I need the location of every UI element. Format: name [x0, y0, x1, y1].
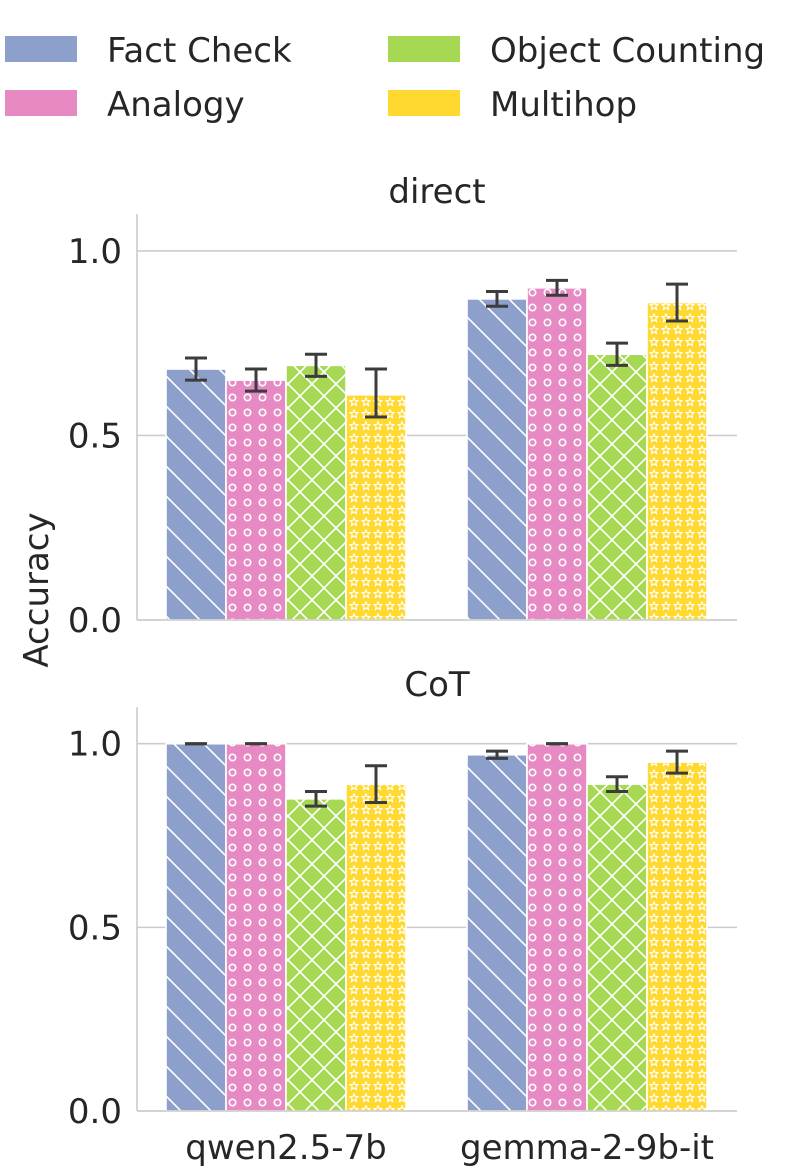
y-axis-label: Accuracy — [17, 512, 57, 667]
bar-hatch — [166, 369, 226, 620]
bar-hatch — [286, 798, 346, 1111]
legend-label: Fact Check — [107, 31, 292, 71]
y-tick-label: 0.5 — [68, 416, 122, 456]
y-tick-label: 1.0 — [68, 725, 122, 765]
bar-hatch — [346, 784, 406, 1111]
legend: Fact Check Object Counting Analogy Multi… — [5, 31, 765, 125]
chart-panel-direct: direct 0.0 0.5 1.0 — [68, 172, 737, 641]
bar-hatch — [527, 287, 587, 620]
bar-hatch — [467, 754, 527, 1111]
y-tick-label: 0.0 — [68, 1092, 122, 1132]
legend-item: Fact Check — [5, 31, 292, 71]
bars — [165, 742, 708, 1112]
bars — [165, 287, 708, 621]
bar-hatch — [346, 394, 406, 620]
y-tick-labels: 0.0 0.5 1.0 — [68, 725, 122, 1132]
legend-item: Analogy — [5, 85, 245, 125]
bar-hatch — [527, 743, 587, 1111]
legend-swatch-analogy — [5, 90, 77, 116]
bar-hatch — [587, 354, 647, 620]
x-tick-label: qwen2.5-7b — [185, 1128, 386, 1168]
bar-hatch — [587, 784, 647, 1111]
bar-hatch — [226, 380, 286, 620]
y-tick-label: 1.0 — [68, 232, 122, 272]
bar-hatch — [647, 762, 707, 1111]
bar-hatch — [467, 298, 527, 620]
error-bars — [185, 278, 688, 419]
panel-title: CoT — [404, 665, 470, 705]
panel-title: direct — [388, 172, 485, 212]
legend-item: Object Counting — [388, 31, 765, 71]
x-tick-label: gemma-2-9b-it — [460, 1128, 714, 1168]
legend-label: Analogy — [107, 85, 245, 125]
bar-hatch — [226, 743, 286, 1111]
legend-label: Multihop — [490, 85, 637, 125]
error-bars — [185, 742, 688, 808]
legend-swatch-fact-check — [5, 36, 77, 62]
legend-label: Object Counting — [490, 31, 765, 71]
bar-hatch — [166, 743, 226, 1111]
chart-panel-cot: CoT 0.0 0.5 1.0 — [68, 665, 737, 1132]
bar-hatch — [647, 302, 707, 620]
y-tick-label: 0.5 — [68, 908, 122, 948]
y-tick-label: 0.0 — [68, 601, 122, 641]
legend-item: Multihop — [388, 85, 637, 125]
y-tick-labels: 0.0 0.5 1.0 — [68, 232, 122, 641]
legend-swatch-multihop — [388, 90, 460, 116]
bar-hatch — [286, 365, 346, 620]
legend-swatch-object-counting — [388, 36, 460, 62]
